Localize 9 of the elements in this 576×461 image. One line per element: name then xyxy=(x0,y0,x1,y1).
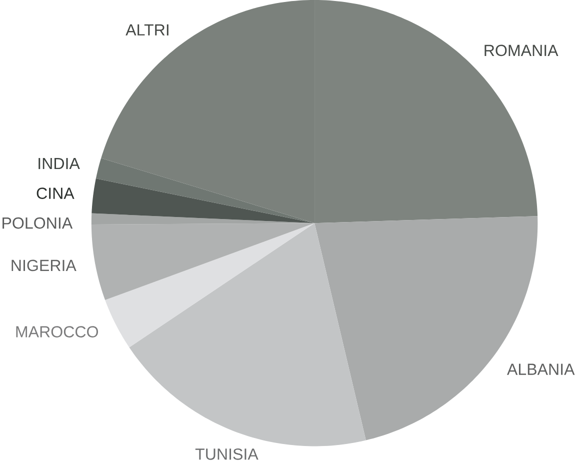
slice-label: NIGERIA xyxy=(12,260,76,272)
slice-label: TUNISIA xyxy=(195,448,258,460)
slice-label: CINA xyxy=(36,188,74,199)
slice-label: ROMANIA xyxy=(484,44,558,56)
slice-label: MAROCCO xyxy=(16,326,98,338)
slice-label: POLONIA xyxy=(2,217,73,229)
slice-label: ALTRI xyxy=(126,24,168,36)
slice-label: INDIA xyxy=(38,158,80,170)
slice-label: ALBANIA xyxy=(506,364,575,375)
